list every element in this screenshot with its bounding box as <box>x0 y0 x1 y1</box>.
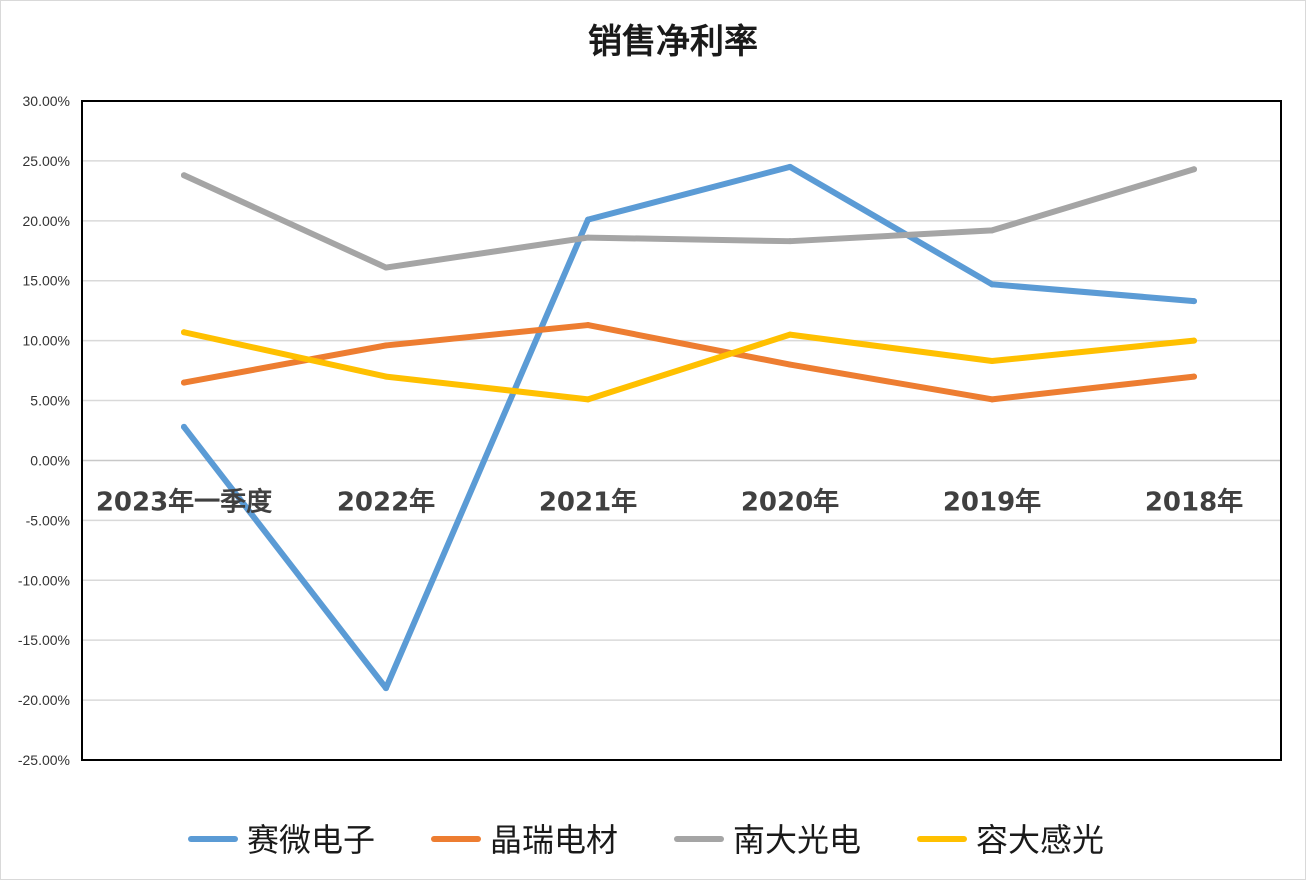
y-tick-label: -5.00% <box>26 512 70 528</box>
x-tick-label: 2018年 <box>1145 486 1243 517</box>
x-axis-ticks: 2023年一季度 2022年 2021年 2020年 2019年 2018年 <box>96 486 1243 517</box>
x-tick-label: 2022年 <box>337 486 435 517</box>
data-point <box>989 396 995 403</box>
data-point <box>1191 166 1197 173</box>
y-tick-label: 10.00% <box>23 333 70 349</box>
y-tick-label: -25.00% <box>18 752 70 768</box>
data-point <box>1191 298 1197 305</box>
data-point <box>1191 373 1197 380</box>
y-tick-label: 0.00% <box>30 452 70 468</box>
data-point <box>989 358 995 365</box>
series-lines <box>181 163 1197 692</box>
y-tick-label: 15.00% <box>23 273 70 289</box>
x-tick-label: 2019年 <box>943 486 1041 517</box>
y-tick-label: -20.00% <box>18 692 70 708</box>
data-point <box>585 216 591 223</box>
legend: 赛微电子 晶瑞电材 南大光电 容大感光 <box>188 821 1104 859</box>
data-point <box>383 342 389 349</box>
data-point <box>585 396 591 403</box>
series-line <box>181 163 1197 692</box>
series-line <box>181 322 1197 403</box>
x-tick-label: 2021年 <box>539 486 637 517</box>
data-point <box>787 331 793 338</box>
series-line <box>181 329 1197 403</box>
y-tick-label: 25.00% <box>23 153 70 169</box>
legend-label: 赛微电子 <box>247 821 375 859</box>
data-point <box>787 163 793 170</box>
data-point <box>585 234 591 241</box>
y-tick-label: -10.00% <box>18 572 70 588</box>
legend-label: 晶瑞电材 <box>490 821 618 859</box>
data-point <box>383 373 389 380</box>
plot-area-border <box>81 100 1282 761</box>
data-point <box>181 329 187 336</box>
data-point <box>989 227 995 234</box>
y-tick-label: 30.00% <box>23 93 70 109</box>
legend-label: 南大光电 <box>733 821 861 859</box>
data-point <box>181 172 187 179</box>
data-point <box>181 379 187 386</box>
x-tick-label: 2020年 <box>741 486 839 517</box>
x-tick-label: 2023年一季度 <box>96 486 272 517</box>
data-point <box>383 685 389 692</box>
chart-title: 销售净利率 <box>588 22 758 62</box>
data-point <box>181 423 187 430</box>
data-point <box>383 264 389 271</box>
data-point <box>787 361 793 368</box>
data-point <box>989 281 995 288</box>
data-point <box>1191 337 1197 344</box>
y-tick-label: -15.00% <box>18 632 70 648</box>
legend-label: 容大感光 <box>976 821 1104 859</box>
series-line <box>181 166 1197 271</box>
data-point <box>787 238 793 245</box>
y-tick-label: 20.00% <box>23 213 70 229</box>
data-point <box>585 322 591 329</box>
y-tick-label: 5.00% <box>30 393 70 409</box>
y-axis-ticks: 30.00% 25.00% 20.00% 15.00% 10.00% 5.00% 0.00%… <box>18 93 70 768</box>
